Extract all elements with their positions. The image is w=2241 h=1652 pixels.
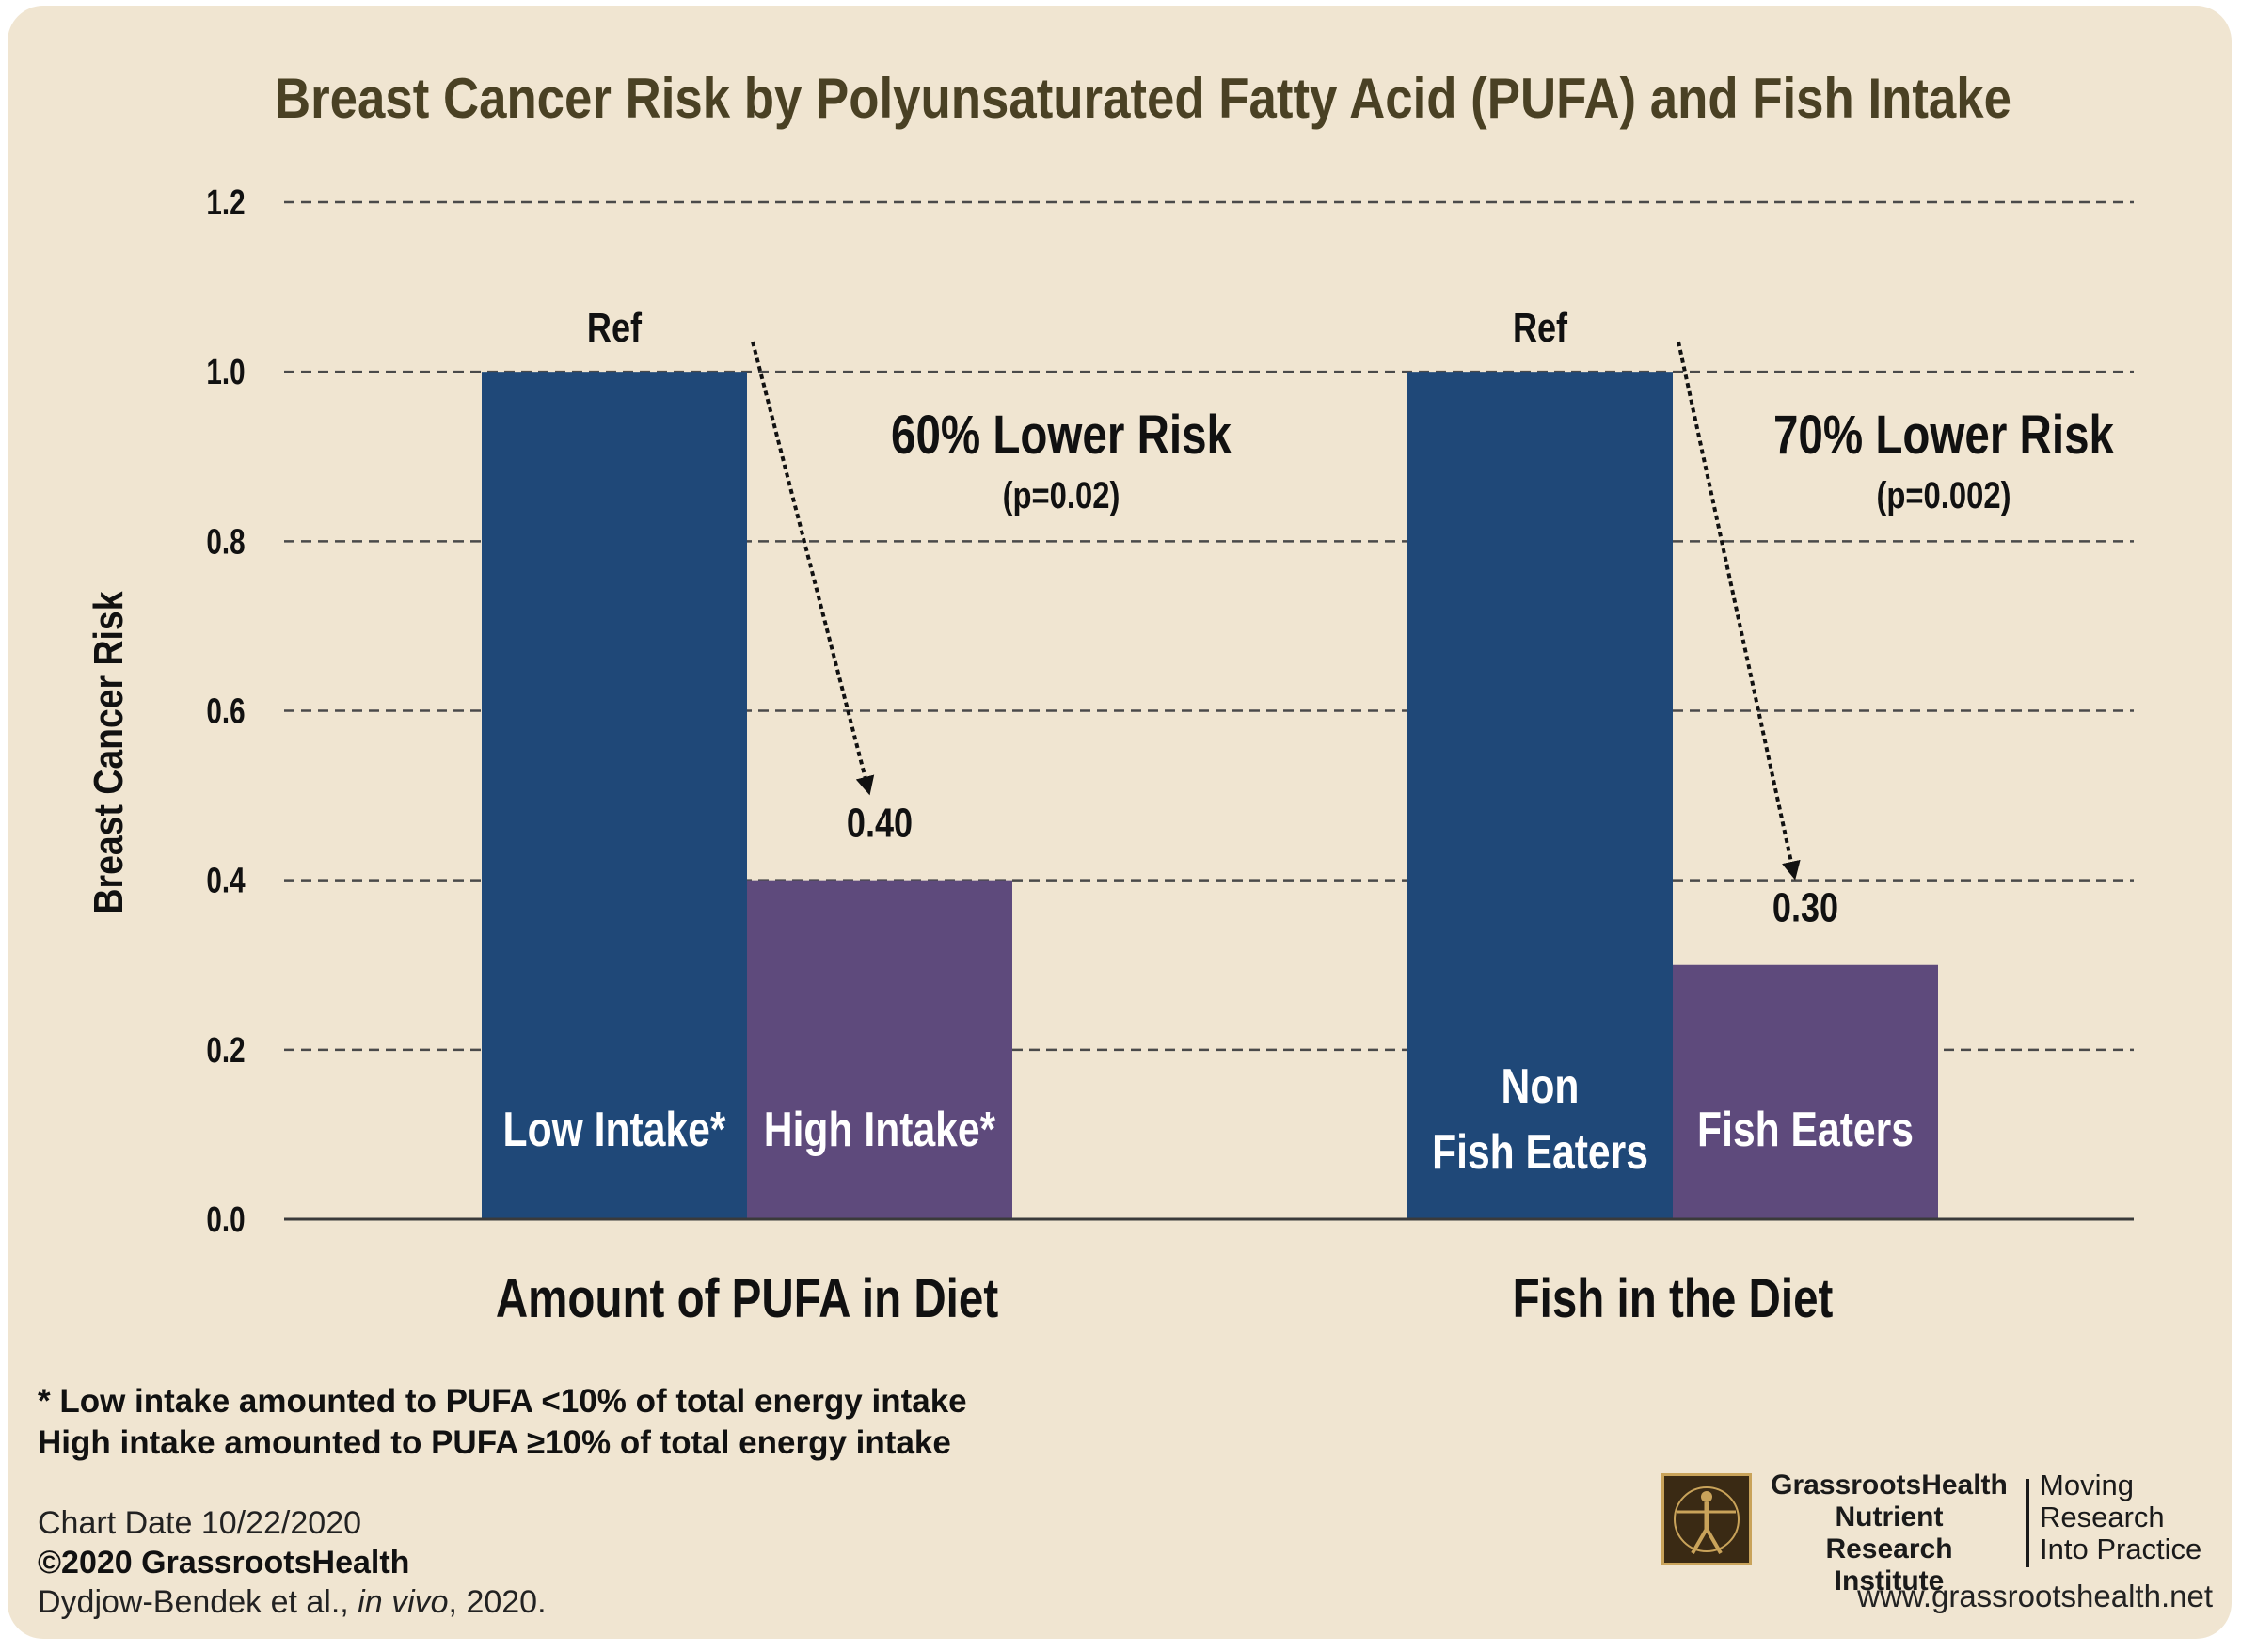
bar-top-label: 0.40	[847, 800, 913, 846]
logo-tag-line3: Into Practice	[2040, 1533, 2202, 1565]
logo-org-line3: Research Institute	[1825, 1533, 1953, 1596]
bar-top-label: Ref	[1513, 305, 1568, 351]
y-tick-label: 1.2	[206, 183, 245, 223]
chart-title: Breast Cancer Risk by Polyunsaturated Fa…	[275, 67, 2011, 130]
bar	[482, 372, 747, 1220]
logo-org-line1: GrassrootsHealth	[1771, 1469, 2008, 1501]
footnotes: * Low intake amounted to PUFA <10% of to…	[38, 1381, 967, 1464]
bar-inner-label: Fish Eaters	[1432, 1125, 1648, 1180]
bar-labels: Ref Low Intake* 0.40 High Intake* Amount of …	[496, 305, 2115, 1329]
logo-tagline: Moving Research Into Practice	[2040, 1469, 2218, 1565]
dotted-arrow	[1677, 341, 1801, 881]
logo-org-line2: Nutrient	[1835, 1501, 1944, 1533]
citation-year: , 2020.	[448, 1584, 547, 1620]
logo-block: GrassrootsHealth Nutrient Research Insti…	[1661, 1469, 2213, 1614]
logo-tag-line2: Research	[2040, 1501, 2165, 1533]
chart-card	[8, 6, 2232, 1639]
reduction-annotation: 60% Lower Risk	[891, 405, 1232, 467]
reduction-annotation: 70% Lower Risk	[1773, 405, 2114, 467]
bars	[482, 372, 1938, 1220]
logo-tag-line1: Moving	[2040, 1469, 2134, 1501]
footnote-low: * Low intake amounted to PUFA <10% of to…	[38, 1383, 967, 1420]
bar-top-label: 0.30	[1772, 884, 1838, 930]
y-tick-label: 0.2	[206, 1030, 245, 1070]
y-axis-label: Breast Cancer Risk	[85, 591, 132, 913]
copyright: ©2020 GrassrootsHealth	[38, 1545, 410, 1581]
p-value-label: (p=0.02)	[1003, 474, 1120, 516]
bar-inner-label: High Intake*	[764, 1103, 996, 1157]
y-tick-label: 1.0	[206, 353, 245, 392]
citation-journal: in vivo	[358, 1584, 449, 1620]
citation-authors: Dydjow-Bendek et al.,	[38, 1584, 358, 1620]
y-tick-label: 0.4	[206, 861, 245, 900]
bar-top-label: Ref	[587, 305, 643, 351]
bar-inner-label: Non	[1502, 1059, 1580, 1114]
bar-inner-label: Fish Eaters	[1697, 1103, 1914, 1157]
y-tick-label: 0.6	[206, 691, 245, 731]
logo-divider	[2026, 1479, 2029, 1567]
dotted-arrow	[751, 341, 875, 796]
website-link[interactable]: www.grassrootshealth.net	[1857, 1579, 2213, 1613]
footnote-high: High intake amounted to PUFA ≥10% of tot…	[38, 1424, 951, 1461]
group-label: Fish in the Diet	[1513, 1269, 1834, 1330]
bar	[747, 880, 1012, 1219]
y-tick-label: 0.0	[206, 1200, 245, 1240]
chart-date: Chart Date 10/22/2020	[38, 1505, 362, 1541]
chart-meta: Chart Date 10/22/2020 ©2020 GrassrootsHe…	[38, 1503, 547, 1622]
p-value-label: (p=0.002)	[1876, 474, 2011, 516]
logo-org-name: GrassrootsHealth Nutrient Research Insti…	[1767, 1469, 2011, 1597]
group-label: Amount of PUFA in Diet	[496, 1269, 998, 1330]
bar	[1673, 964, 1938, 1219]
bar-inner-label: Low Intake*	[503, 1103, 726, 1157]
y-tick-label: 0.8	[206, 522, 245, 562]
vitruvian-logo-icon	[1661, 1473, 1752, 1565]
citation: Dydjow-Bendek et al., in vivo, 2020.	[38, 1582, 547, 1622]
bar	[1407, 372, 1673, 1220]
y-tick-labels: 0.0 0.2 0.4 0.6 0.8 1.0 1.2	[206, 183, 245, 1240]
